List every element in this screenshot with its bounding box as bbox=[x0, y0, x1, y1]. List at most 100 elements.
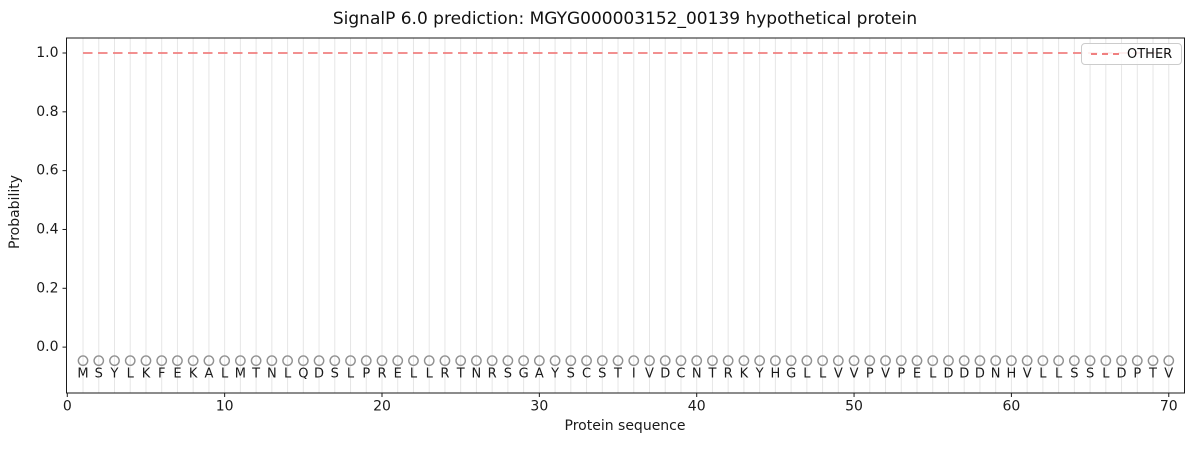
residue-letter: D bbox=[314, 367, 324, 382]
residue-marker bbox=[486, 355, 498, 367]
residue-marker bbox=[140, 355, 152, 367]
residue-marker bbox=[707, 355, 718, 367]
x-axis-label: Protein sequence bbox=[564, 418, 686, 434]
residue-marker bbox=[691, 355, 703, 367]
residue-letter: S bbox=[95, 367, 103, 382]
y-tick-label: 0.2 bbox=[36, 280, 58, 296]
residue-marker bbox=[518, 355, 530, 367]
residue-marker bbox=[722, 355, 734, 367]
residue-letter: P bbox=[362, 367, 370, 382]
residue-marker bbox=[250, 355, 262, 367]
residue-letter: N bbox=[267, 367, 277, 382]
residue-letter: K bbox=[189, 367, 198, 382]
x-tick-label: 70 bbox=[1160, 399, 1178, 415]
residue-letter: S bbox=[504, 367, 512, 382]
residue-letter: C bbox=[582, 367, 591, 382]
residue-letter: Y bbox=[550, 367, 559, 382]
residue-marker bbox=[659, 355, 671, 367]
residue-letter: L bbox=[819, 367, 827, 382]
residue-marker bbox=[423, 355, 435, 367]
residue-letter: L bbox=[221, 367, 229, 382]
residue-marker bbox=[329, 355, 341, 367]
residue-letter: L bbox=[803, 367, 811, 382]
residue-letter: V bbox=[1023, 367, 1032, 382]
residue-letter: A bbox=[535, 367, 544, 382]
residue-marker bbox=[785, 355, 797, 367]
residue-marker bbox=[1068, 355, 1080, 367]
residue-marker bbox=[581, 355, 592, 367]
x-tick-label: 20 bbox=[373, 399, 391, 415]
residue-letter: H bbox=[1007, 367, 1017, 382]
residue-letter: P bbox=[897, 367, 905, 382]
residue-letter: F bbox=[158, 367, 165, 382]
residue-marker bbox=[832, 355, 844, 367]
residue-marker bbox=[93, 355, 105, 367]
residue-letter: S bbox=[331, 367, 339, 382]
residue-letter: G bbox=[786, 367, 796, 382]
residue-letter: T bbox=[1148, 367, 1157, 382]
residue-marker bbox=[596, 355, 608, 367]
residue-letter: V bbox=[1164, 367, 1173, 382]
residue-marker bbox=[958, 355, 970, 367]
residue-marker bbox=[880, 355, 891, 367]
residue-marker bbox=[408, 355, 419, 367]
residue-letter: L bbox=[1039, 367, 1047, 382]
y-tick-label: 0.8 bbox=[36, 104, 58, 120]
residue-marker bbox=[124, 355, 136, 367]
residue-marker bbox=[156, 355, 168, 367]
residue-letter: V bbox=[645, 367, 654, 382]
residue-letter: E bbox=[394, 367, 402, 382]
residue-marker bbox=[848, 355, 860, 367]
residue-letter: G bbox=[519, 367, 529, 382]
residue-letter: P bbox=[1133, 367, 1141, 382]
residue-marker bbox=[549, 355, 561, 367]
residue-marker bbox=[109, 355, 120, 367]
residue-letter: N bbox=[472, 367, 482, 382]
residue-letter: R bbox=[724, 367, 733, 382]
residue-marker bbox=[1163, 355, 1175, 367]
residue-letter: T bbox=[456, 367, 465, 382]
residue-marker bbox=[203, 355, 215, 367]
residue-letter: L bbox=[284, 367, 292, 382]
residue-letter: L bbox=[127, 367, 135, 382]
x-tick-label: 30 bbox=[530, 399, 548, 415]
legend-dashed-line-icon bbox=[1091, 53, 1119, 55]
residue-letter: R bbox=[488, 367, 497, 382]
residue-marker bbox=[187, 355, 199, 367]
residue-marker bbox=[675, 355, 687, 367]
legend-label: OTHER bbox=[1127, 46, 1173, 62]
residue-letter: N bbox=[991, 367, 1001, 382]
residue-marker bbox=[974, 355, 986, 367]
residue-letter: E bbox=[913, 367, 921, 382]
residue-marker bbox=[754, 355, 766, 367]
residue-marker bbox=[172, 355, 183, 367]
residue-letter: C bbox=[676, 367, 685, 382]
residue-letter: S bbox=[598, 367, 606, 382]
residue-marker bbox=[502, 355, 514, 367]
residue-marker bbox=[565, 355, 577, 367]
residue-letter: T bbox=[613, 367, 622, 382]
residue-letter: Q bbox=[298, 367, 308, 382]
residue-letter: A bbox=[204, 367, 213, 382]
residue-letter: S bbox=[567, 367, 575, 382]
residue-letter: V bbox=[834, 367, 843, 382]
residue-marker bbox=[297, 355, 309, 367]
residue-marker bbox=[1147, 355, 1159, 367]
residue-marker bbox=[234, 355, 246, 367]
y-tick-label: 0.6 bbox=[36, 163, 58, 179]
axes-frame bbox=[66, 37, 1185, 394]
residue-marker bbox=[1053, 355, 1065, 367]
x-tick-label: 40 bbox=[688, 399, 706, 415]
residue-marker bbox=[392, 355, 404, 367]
residue-marker bbox=[1037, 355, 1049, 367]
residue-letter: M bbox=[235, 367, 246, 382]
residue-marker bbox=[644, 355, 655, 367]
y-tick-label: 0.0 bbox=[36, 339, 58, 355]
residue-marker bbox=[612, 355, 624, 367]
residue-marker bbox=[628, 355, 640, 367]
residue-letter: R bbox=[377, 367, 386, 382]
residue-letter: D bbox=[959, 367, 969, 382]
residue-letter: T bbox=[707, 367, 716, 382]
